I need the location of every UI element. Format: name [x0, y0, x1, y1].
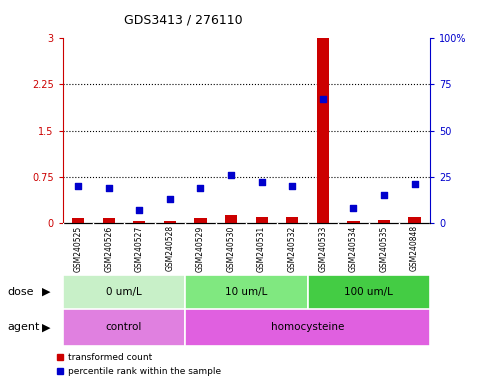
Text: dose: dose: [7, 287, 34, 297]
Point: [411, 181, 418, 187]
Text: GSM240535: GSM240535: [380, 225, 388, 272]
Bar: [409, 217, 421, 223]
Point: [258, 179, 266, 185]
Text: GSM240526: GSM240526: [104, 225, 113, 271]
Bar: [185, 275, 308, 309]
Text: GSM240534: GSM240534: [349, 225, 358, 272]
Point: [166, 196, 174, 202]
Point: [197, 185, 204, 191]
Bar: [185, 309, 430, 346]
Text: ▶: ▶: [42, 322, 50, 332]
Bar: [225, 215, 237, 223]
Text: GSM240529: GSM240529: [196, 225, 205, 271]
Point: [227, 172, 235, 178]
Text: GSM240848: GSM240848: [410, 225, 419, 271]
Text: agent: agent: [7, 322, 40, 332]
Bar: [317, 38, 329, 223]
Bar: [164, 221, 176, 223]
Point: [135, 207, 143, 213]
Text: GSM240527: GSM240527: [135, 225, 144, 271]
Bar: [63, 275, 185, 309]
Point: [380, 192, 388, 198]
Text: GSM240530: GSM240530: [227, 225, 236, 272]
Bar: [72, 218, 84, 223]
Text: homocysteine: homocysteine: [271, 322, 344, 333]
Bar: [286, 217, 298, 223]
Text: 100 um/L: 100 um/L: [344, 287, 393, 297]
Legend: transformed count, percentile rank within the sample: transformed count, percentile rank withi…: [53, 350, 225, 379]
Bar: [133, 221, 145, 223]
Bar: [102, 218, 115, 223]
Text: GSM240533: GSM240533: [318, 225, 327, 272]
Bar: [194, 218, 207, 223]
Text: control: control: [106, 322, 142, 333]
Point: [105, 185, 113, 191]
Text: GSM240528: GSM240528: [165, 225, 174, 271]
Text: GSM240532: GSM240532: [288, 225, 297, 271]
Point: [74, 183, 82, 189]
Text: GDS3413 / 276110: GDS3413 / 276110: [124, 13, 243, 26]
Bar: [256, 217, 268, 223]
Text: ▶: ▶: [42, 287, 50, 297]
Bar: [378, 220, 390, 223]
Point: [288, 183, 296, 189]
Bar: [347, 222, 359, 223]
Text: 0 um/L: 0 um/L: [106, 287, 142, 297]
Point: [319, 96, 327, 102]
Bar: [63, 309, 185, 346]
Text: GSM240525: GSM240525: [73, 225, 83, 271]
Point: [350, 205, 357, 211]
Bar: [308, 275, 430, 309]
Text: 10 um/L: 10 um/L: [225, 287, 268, 297]
Text: GSM240531: GSM240531: [257, 225, 266, 271]
